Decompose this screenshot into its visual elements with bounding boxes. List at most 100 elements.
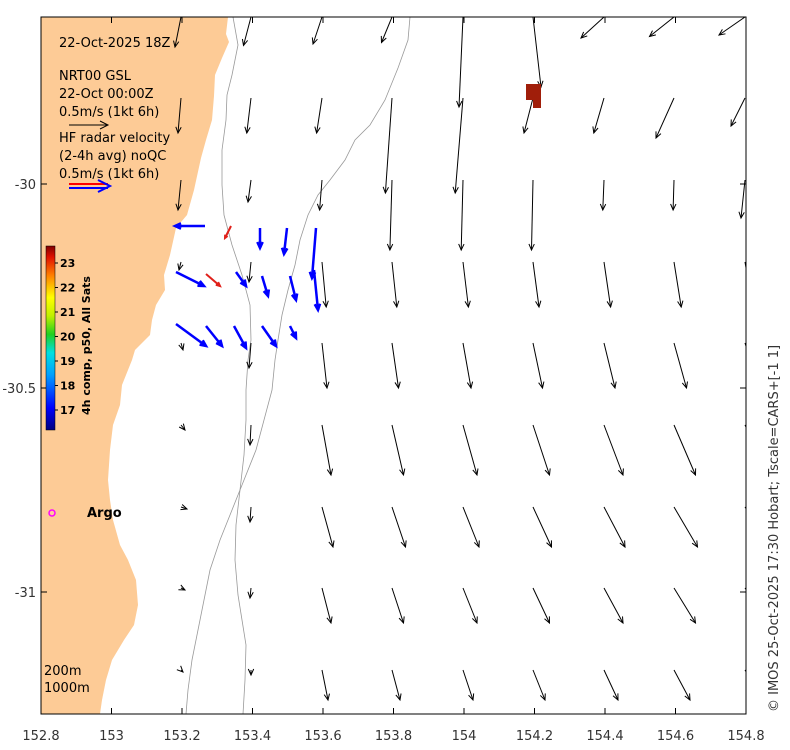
current-vector-head — [247, 438, 254, 447]
current-vector-head — [617, 616, 624, 625]
current-vector-head — [280, 247, 289, 258]
current-vector-head — [313, 303, 322, 314]
current-vector-head — [617, 468, 624, 477]
current-vector — [243, 17, 252, 46]
current-vector-head — [223, 234, 229, 241]
current-vector — [532, 17, 542, 88]
x-tick-label: 154.6 — [657, 729, 694, 744]
current-vector — [603, 506, 626, 548]
current-vector — [247, 179, 252, 203]
current-vector — [178, 261, 182, 271]
current-vector-head — [245, 195, 252, 204]
current-vector — [532, 669, 546, 701]
current-vector-head — [535, 300, 542, 309]
current-vector — [391, 342, 399, 389]
radar-scale-arrow — [69, 179, 113, 193]
current-vector-head — [197, 280, 207, 288]
current-vector — [282, 227, 289, 255]
current-vector-head — [655, 131, 662, 140]
current-vector-head — [749, 301, 754, 307]
current-vector-head — [171, 222, 182, 230]
current-vector — [462, 424, 478, 476]
x-tick-label: 154.4 — [586, 729, 623, 744]
current-vector — [673, 669, 691, 701]
current-vector-head — [316, 203, 324, 212]
colorbar-title: 4h comp, p50, All Sats — [80, 276, 93, 415]
current-vector-head — [262, 289, 271, 299]
current-vector-head — [178, 584, 187, 591]
colorbar-tick-label: 17 — [60, 404, 75, 417]
current-vector-head — [178, 343, 185, 352]
current-vector — [532, 587, 550, 624]
model-time: 22-Oct 00:00Z — [59, 87, 154, 102]
current-vector-head — [326, 468, 334, 477]
model-label: NRT00 GSL — [59, 69, 132, 84]
current-vector — [249, 424, 252, 446]
current-vector — [744, 424, 746, 429]
current-vector-head — [599, 203, 607, 212]
radar-scale: 0.5m/s (1kt 6h) — [59, 167, 159, 182]
current-vector-head — [394, 381, 401, 390]
current-vector — [462, 506, 480, 548]
x-tick-label: 153 — [99, 729, 124, 744]
current-vector-head — [464, 300, 471, 309]
colorbar-tick-label: 22 — [60, 282, 75, 295]
current-vector-head — [247, 668, 255, 677]
current-vector — [532, 424, 550, 476]
current-vector — [312, 269, 320, 311]
current-vector-head — [610, 381, 617, 390]
current-vector — [175, 270, 205, 288]
current-vector-head — [215, 281, 222, 288]
current-vector — [391, 587, 404, 624]
current-vector — [391, 506, 406, 548]
date-label: 22-Oct-2025 18Z — [59, 36, 171, 51]
current-vector-head — [458, 243, 465, 252]
current-vector — [391, 261, 398, 308]
hf-radar-velocity-field — [171, 222, 322, 351]
x-tick-label: 152.8 — [22, 729, 59, 744]
current-vector-head — [466, 381, 474, 390]
current-vector-head — [386, 243, 394, 252]
depth-label-200m: 200m — [44, 664, 81, 679]
current-vector-head — [544, 616, 551, 625]
current-vector — [175, 322, 207, 348]
credit-text: © IMOS 25-Oct-2025 17:30 Hobart; Tscale=… — [767, 345, 782, 712]
current-vector — [458, 17, 464, 108]
current-vector-head — [175, 203, 182, 212]
current-vector-head — [269, 339, 278, 349]
current-vector-head — [456, 100, 463, 109]
current-vector — [580, 17, 605, 39]
current-vector — [321, 587, 332, 624]
axis-ticks: 152.8 153 153.2 153.4 153.6 153.8 154 154.2 154.… — [2, 17, 765, 744]
current-vector-head — [528, 243, 535, 252]
current-vector-head — [382, 186, 389, 195]
current-vector-head — [244, 126, 251, 135]
current-vector-head — [468, 693, 475, 702]
current-vector-head — [681, 381, 688, 390]
current-vector — [312, 17, 323, 45]
current-vector-head — [173, 40, 180, 49]
current-vector-head — [612, 693, 619, 702]
current-vector — [744, 342, 746, 348]
current-vector-head — [684, 693, 691, 702]
current-vector — [603, 424, 624, 476]
colorbar-tick-label: 19 — [60, 355, 75, 368]
y-tick-label: -31 — [15, 586, 36, 601]
current-vector-head — [177, 263, 184, 272]
current-vector-head — [619, 540, 626, 549]
current-vector — [316, 97, 323, 134]
current-vector — [462, 587, 478, 624]
current-vector-head — [690, 468, 697, 477]
radar-label-1: HF radar velocity — [59, 131, 171, 146]
current-vector-head — [398, 616, 405, 625]
current-vector-head — [326, 616, 333, 625]
x-tick-label: 153.4 — [234, 729, 271, 744]
current-vector — [602, 179, 605, 211]
current-vector-head — [175, 126, 182, 135]
sst-patch-hot — [526, 84, 534, 100]
colorbar-ticks: 23 22 21 20 19 18 17 — [55, 257, 76, 417]
current-vector — [391, 669, 401, 701]
current-vector — [673, 506, 698, 548]
current-vector-head — [472, 468, 479, 477]
